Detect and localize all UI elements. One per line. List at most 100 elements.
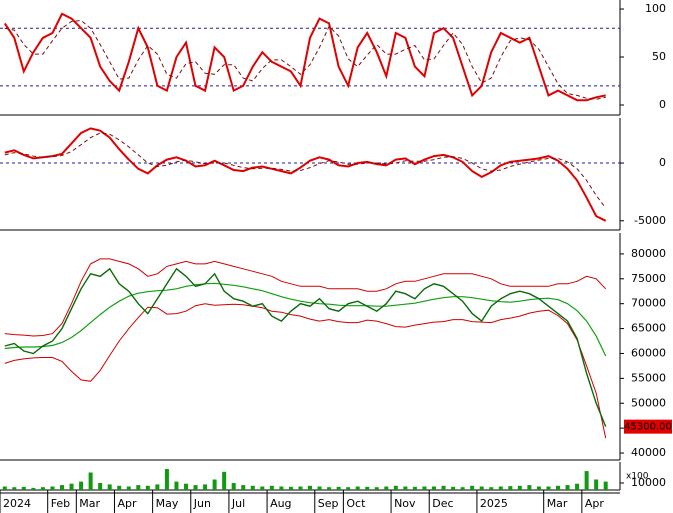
y-tick-label: 40000 [631,446,666,459]
volume-bar [460,487,465,490]
x-tick-label: Jun [193,497,211,510]
volume-bar [12,487,17,490]
volume-bar [107,484,112,490]
volume-bar [422,486,427,490]
volume-bar [184,483,188,490]
y-tick-label: 55000 [631,371,666,384]
unit-label: x100 [626,472,649,482]
volume-bar [222,471,227,490]
series-line [4,19,606,100]
volume-bar [317,486,322,490]
y-tick-label: 0 [659,156,666,169]
volume-bar [517,485,522,490]
volume-bar [203,484,208,490]
volume-bar [346,487,351,490]
volume-bar [69,483,74,490]
volume-bar [536,486,541,490]
x-tick-label: Dec [432,497,453,510]
x-tick-label: Sep [318,497,339,510]
volume-bar [384,486,389,490]
volume-bar [98,483,103,490]
volume-bar [212,479,217,490]
volume-bar [527,485,532,490]
volume-bar [470,485,475,490]
series-line [4,258,607,337]
volume-bar [21,486,26,490]
volume-bar [31,487,36,490]
volume-bar [393,485,398,490]
x-tick-label: Nov [394,497,416,510]
volume-bar [50,486,55,490]
volume-bar [432,486,436,490]
y-tick-label: 80000 [631,247,666,260]
volume-bar [556,485,560,490]
x-tick-label: Oct [346,497,366,510]
y-tick-label: -5000 [634,214,666,227]
x-tick-label: Apr [117,497,137,510]
volume-bar [279,486,284,490]
volume-bar [308,485,312,490]
volume-bar [79,481,84,490]
volume-bar [40,487,45,490]
x-tick-label: Feb [51,497,70,510]
series-line [4,267,607,427]
volume-bar [412,486,417,490]
y-tick-label: 60000 [631,346,666,359]
y-tick-label: 75000 [631,272,666,285]
volume-bar [584,471,589,490]
y-tick-label: 70000 [631,297,666,310]
volume-bar [374,487,379,490]
series-line [4,127,607,222]
volume-bar [565,485,570,490]
volume-bar [155,484,160,490]
volume-bar [174,481,179,490]
volume-bar [126,486,131,490]
volume-bar [250,485,255,490]
series-line [4,132,607,209]
volume-bar [260,486,265,490]
volume-bar [288,486,293,490]
y-tick-label: 0 [659,98,666,111]
volume-bar [603,481,608,490]
volume-bar [241,485,246,490]
volume-bar [594,479,599,490]
y-tick-label: 50 [652,50,666,63]
series-line [4,303,607,439]
last-price-box [624,419,672,434]
x-tick-label: Mar [547,497,568,510]
y-tick-label: 50000 [631,396,666,409]
x-tick-label: Jul [231,497,245,510]
volume-bar [441,485,446,490]
volume-bar [269,485,274,490]
volume-bar [451,486,456,490]
volume-bar [193,485,198,490]
volume-bar [145,485,150,490]
x-tick-label: May [156,497,179,510]
volume-bar [355,486,360,490]
y-tick-label: 65000 [631,322,666,335]
y-tick-label: 100 [645,2,666,15]
x-tick-label: 2024 [3,497,31,510]
volume-bar [336,486,341,490]
x-tick-label: Mar [79,497,100,510]
x-tick-label: 2025 [480,497,508,510]
last-price-label: 45300.00 [624,422,672,433]
volume-bar [575,483,580,490]
volume-bar [60,485,64,490]
volume-bar [489,487,494,490]
volume-bar [117,485,122,490]
y-tick-label: 10000 [631,476,666,489]
volume-bar [164,469,169,490]
x-tick-label: Apr [585,497,605,510]
x-tick-label: Aug [270,497,291,510]
volume-bar [231,483,236,490]
series-line [3,12,606,102]
volume-bar [2,486,7,490]
volume-bar [479,486,484,490]
series-line [4,282,607,357]
volume-bar [546,486,551,490]
volume-bar [298,486,303,490]
volume-bar [508,486,513,490]
